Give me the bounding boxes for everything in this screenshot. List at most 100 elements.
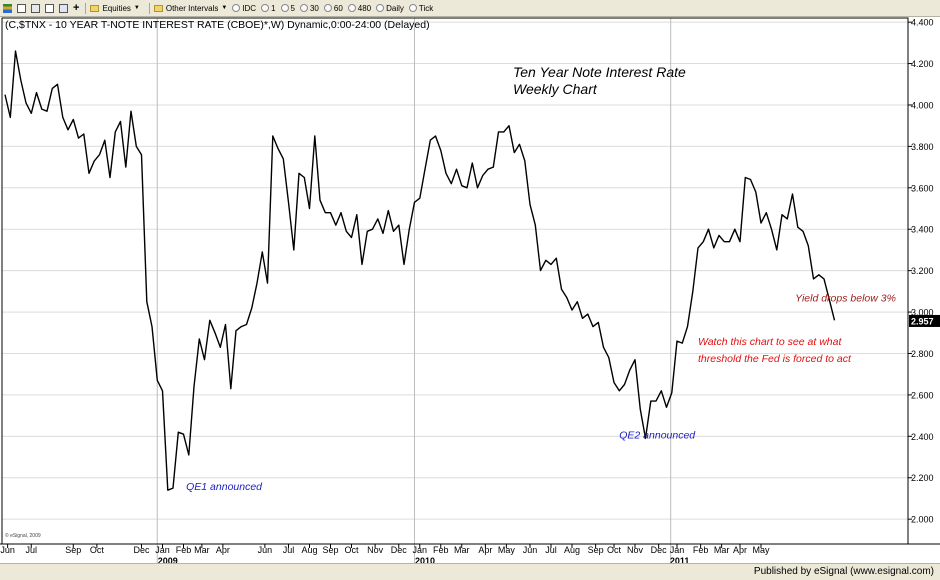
interval-icon (347, 4, 356, 12)
yield-line (4, 50, 836, 491)
x-tick-label: Mar (714, 545, 730, 555)
x-tick-label: Sep (322, 545, 338, 555)
interval-icon (232, 4, 241, 12)
y-tick-label: 3.200 (911, 266, 934, 276)
layout-icon[interactable] (17, 3, 26, 13)
equities-label: Equities (102, 3, 131, 13)
y-tick-label: 3.800 (911, 142, 934, 152)
interval-icon (376, 4, 385, 12)
watermark: © eSignal, 2009 (5, 532, 41, 539)
grid-icon[interactable] (45, 3, 54, 13)
annotation-text: QE2 announced (619, 429, 696, 441)
y-tick-label: 4.400 (911, 18, 934, 28)
x-tick-label: Mar (194, 545, 210, 555)
equities-menu[interactable]: Equities ▼ (90, 3, 140, 13)
window-icon[interactable] (59, 3, 68, 13)
interval-icon (408, 4, 417, 12)
x-tick-label: Mar (454, 545, 470, 555)
x-tick-label: Jul (283, 545, 295, 555)
x-tick-label: Oct (344, 545, 359, 555)
interval-icon (299, 4, 308, 12)
y-axis: 4.400 4.200 4.000 3.800 3.600 3.400 3.200 3.000… (908, 18, 940, 525)
x-tick-label: Jan (412, 545, 427, 555)
annotation-text: threshold the Fed is forced to act (698, 353, 852, 365)
toolbar-separator (148, 2, 150, 14)
toolbar: + Equities ▼ Other Intervals ▼ IDC 1 5 30 … (0, 0, 940, 17)
x-tick-label: Nov (627, 545, 644, 555)
x-tick-label: Jul (545, 545, 557, 555)
interval-tick[interactable]: Tick (408, 4, 433, 13)
x-tick-label: Feb (433, 545, 449, 555)
other-intervals-menu[interactable]: Other Intervals ▼ (153, 3, 228, 13)
plus-icon[interactable]: + (73, 1, 80, 14)
annotation-text: QE1 announced (186, 481, 263, 493)
interval-daily[interactable]: Daily (376, 4, 404, 13)
interval-1[interactable]: 1 (261, 4, 276, 13)
table-icon[interactable] (31, 3, 40, 13)
x-tick-label: Feb (176, 545, 192, 555)
x-tick-label: Feb (693, 545, 709, 555)
year-label: 2009 (158, 556, 178, 563)
y-tick-label: 4.200 (911, 59, 934, 69)
x-tick-label: Apr (216, 545, 230, 555)
x-tick-label: Oct (607, 545, 622, 555)
y-tick-label: 3.400 (911, 225, 934, 235)
series-layer (4, 50, 836, 491)
x-tick-label: May (752, 545, 770, 555)
chart-title: Ten Year Note Interest Rate (513, 64, 686, 80)
y-tick-label: 3.000 (911, 308, 934, 318)
annotation-text: Yield drops below 3% (795, 293, 896, 305)
last-value-label: 2.957 (911, 316, 934, 326)
chart-icon[interactable] (3, 3, 12, 13)
interval-480[interactable]: 480 (347, 4, 371, 13)
x-tick-label: Nov (367, 545, 384, 555)
annotation-text: Watch this chart to see at what (698, 336, 842, 348)
x-tick-label: Sep (588, 545, 604, 555)
x-tick-label: Jun (258, 545, 273, 555)
x-tick-label: Aug (301, 545, 317, 555)
y-tick-label: 4.000 (911, 100, 934, 110)
x-tick-label: Apr (733, 545, 747, 555)
chart-background (0, 17, 940, 563)
x-tick-label: Oct (90, 545, 105, 555)
dropdown-arrow-icon: ▼ (221, 5, 228, 11)
chart-subtitle: Weekly Chart (513, 81, 598, 97)
x-tick-label: Aug (564, 545, 580, 555)
x-tick-label: Dec (391, 545, 408, 555)
year-label: 2011 (670, 556, 690, 563)
y-tick-label: 2.000 (911, 515, 934, 525)
last-value-badge (909, 314, 940, 327)
y-tick-label: 2.800 (911, 349, 934, 359)
year-label: 2010 (415, 556, 435, 563)
grid-layer (2, 18, 908, 563)
x-tick-label: Dec (651, 545, 668, 555)
y-tick-label: 3.600 (911, 183, 934, 193)
y-tick-label: 2.400 (911, 432, 934, 442)
x-tick-label: Jun (523, 545, 538, 555)
interval-idc[interactable]: IDC (232, 4, 256, 13)
dropdown-arrow-icon: ▼ (133, 5, 140, 11)
interval-icon (261, 4, 270, 12)
x-tick-label: Apr (478, 545, 492, 555)
x-tick-label: Jan (670, 545, 685, 555)
toolbar-separator (85, 2, 87, 14)
annotations-layer: QE1 announced QE2 announced Yield drops be… (186, 293, 896, 493)
x-tick-label: Jun (0, 545, 15, 555)
other-intervals-label: Other Intervals (165, 3, 219, 13)
x-tick-label: May (498, 545, 516, 555)
y-tick-label: 2.600 (911, 390, 934, 400)
folder-icon (153, 4, 163, 12)
published-by-text: Published by eSignal (www.esignal.com) (753, 566, 934, 577)
price-chart[interactable]: 4.400 4.200 4.000 3.800 3.600 3.400 3.200 3.000… (0, 17, 940, 563)
interval-60[interactable]: 60 (323, 4, 343, 13)
x-axis: Jun Jul Sep Oct Dec Jan Feb Mar Apr Jun Jul Aug Sep O… (0, 544, 770, 563)
x-tick-label: Jul (25, 545, 37, 555)
x-tick-label: Jan (155, 545, 170, 555)
y-tick-label: 2.200 (911, 473, 934, 483)
status-bar: Published by eSignal (www.esignal.com) (0, 563, 940, 580)
interval-icon (280, 4, 289, 12)
x-tick-label: Dec (133, 545, 150, 555)
interval-5[interactable]: 5 (280, 4, 295, 13)
chart-header: (C,$TNX - 10 YEAR T-NOTE INTEREST RATE (… (5, 19, 430, 31)
interval-30[interactable]: 30 (299, 4, 319, 13)
